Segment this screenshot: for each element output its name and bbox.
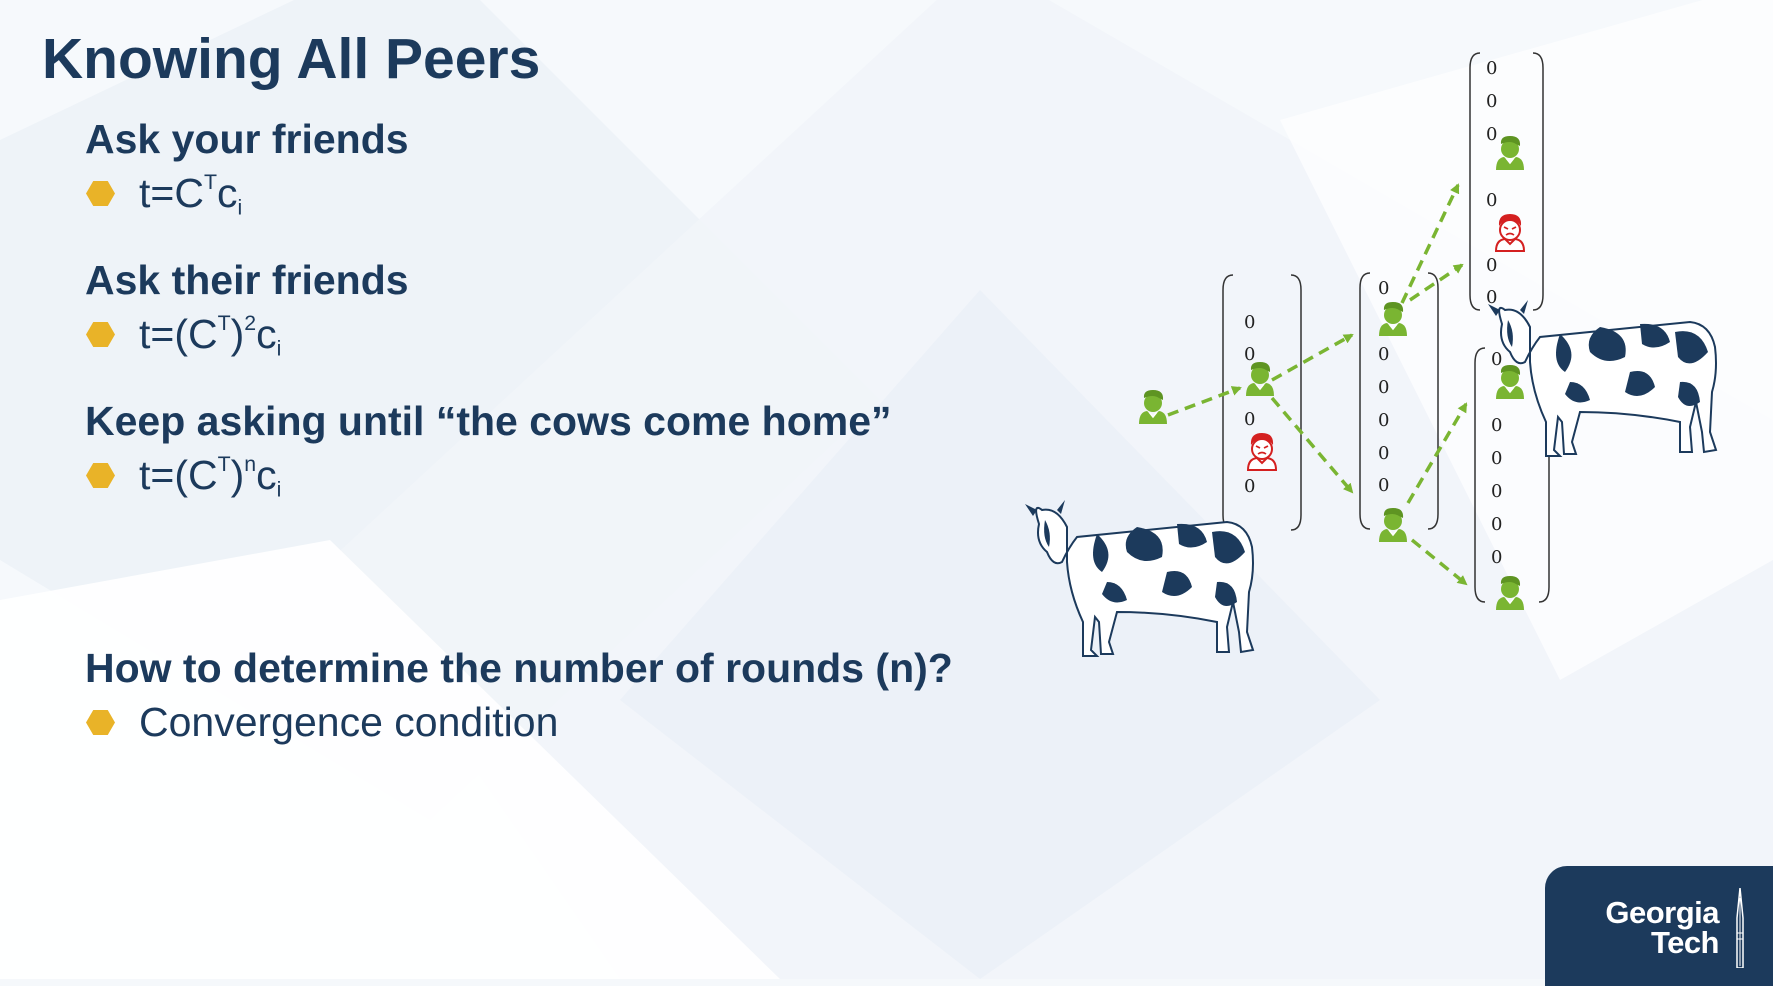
person-icon — [1495, 135, 1525, 171]
zero-entry: 0 — [1378, 475, 1389, 496]
logo-line-georgia: Georgia — [1605, 895, 1719, 930]
person-icon — [1245, 361, 1275, 397]
person-icon — [1138, 389, 1168, 425]
zero-entry: 0 — [1486, 190, 1497, 211]
angry-person-icon — [1247, 432, 1277, 471]
zero-entry: 0 — [1244, 476, 1255, 497]
arrow — [1406, 402, 1468, 504]
heading-ask-their-friends: Ask their friends — [85, 257, 409, 303]
vector-bracket-1 — [1222, 274, 1302, 531]
angry-person-icon — [1495, 213, 1525, 252]
zero-entry: 0 — [1491, 448, 1502, 469]
zero-entry: 0 — [1491, 415, 1502, 436]
formula-t-equals-ct-ci: t=CTci — [139, 169, 243, 220]
heading-ask-your-friends: Ask your friends — [85, 116, 409, 162]
zero-entry: 0 — [1244, 409, 1255, 430]
heading-keep-asking: Keep asking until “the cows come home” — [85, 398, 892, 444]
zero-entry: 0 — [1491, 547, 1502, 568]
heading-number-of-rounds: How to determine the number of rounds (n… — [85, 645, 953, 691]
zero-entry: 0 — [1486, 255, 1497, 276]
arrow — [1410, 538, 1468, 586]
arrow — [1271, 333, 1354, 382]
formula-t-equals-ct-squared-ci: t=(CT)2ci — [139, 310, 282, 361]
zero-entry: 0 — [1244, 344, 1255, 365]
bullet-formula-3: t=(CT)nci — [86, 451, 282, 502]
bullet-formula-1: t=CTci — [86, 169, 243, 220]
formula-t-equals-ct-n-ci: t=(CT)nci — [139, 451, 282, 502]
bullet-convergence: Convergence condition — [86, 699, 558, 746]
zero-entry: 0 — [1486, 287, 1497, 308]
vector-zeros: 0 0 0 0 0 0 0 0 0 0 0 0 0 0 0 0 0 0 0 0 … — [1244, 58, 1502, 568]
zero-entry: 0 — [1486, 91, 1497, 112]
vector-bracket-3 — [1469, 52, 1544, 311]
person-icon — [1495, 575, 1525, 611]
georgia-tech-logo: Georgia Tech — [1545, 866, 1773, 986]
cow-icon — [1487, 299, 1717, 457]
arrow — [1167, 386, 1242, 417]
zero-entry: 0 — [1491, 514, 1502, 535]
zero-entry: 0 — [1491, 349, 1502, 370]
zero-entry: 0 — [1486, 58, 1497, 79]
hexagon-bullet-icon — [86, 710, 115, 735]
zero-entry: 0 — [1491, 481, 1502, 502]
arrow — [1400, 183, 1460, 304]
arrow — [1409, 263, 1464, 302]
hexagon-bullet-icon — [86, 181, 115, 206]
tech-tower-icon — [1736, 888, 1744, 968]
zero-entry: 0 — [1378, 278, 1389, 299]
zero-entry: 0 — [1378, 443, 1389, 464]
person-icon — [1378, 507, 1408, 543]
zero-entry: 0 — [1486, 124, 1497, 145]
zero-entry: 0 — [1378, 410, 1389, 431]
bullet-formula-2: t=(CT)2ci — [86, 310, 282, 361]
person-icon — [1378, 301, 1408, 337]
slide-title: Knowing All Peers — [42, 27, 541, 91]
trust-arrows — [1167, 183, 1468, 586]
cow-icon — [1024, 499, 1254, 657]
zero-entry: 0 — [1378, 344, 1389, 365]
person-icon — [1495, 364, 1525, 400]
convergence-condition-text: Convergence condition — [139, 699, 559, 745]
vector-bracket-2 — [1359, 272, 1439, 530]
zero-entry: 0 — [1378, 377, 1389, 398]
zero-entry: 0 — [1244, 312, 1255, 333]
logo-line-tech: Tech — [1650, 925, 1720, 960]
arrow — [1270, 396, 1354, 494]
